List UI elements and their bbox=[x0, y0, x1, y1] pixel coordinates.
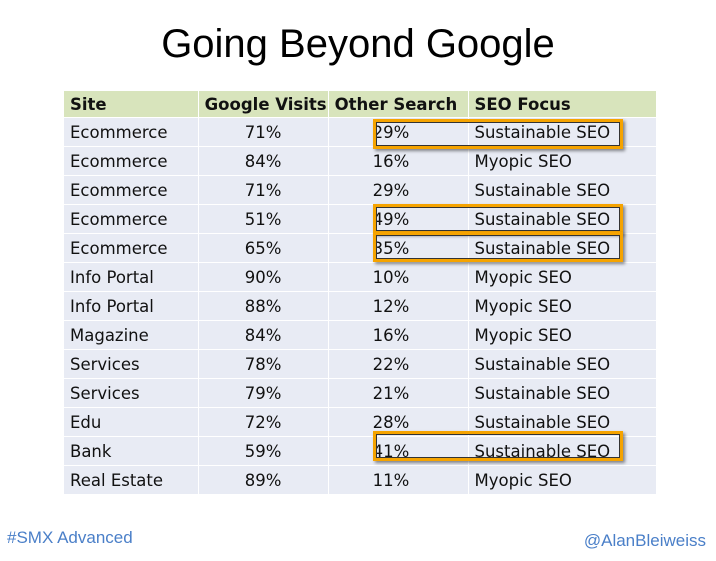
cell-seo-focus: Sustainable SEO bbox=[467, 349, 657, 379]
cell-site: Ecommerce bbox=[63, 175, 199, 205]
table-row: Ecommerce 84% 16% Myopic SEO bbox=[63, 146, 657, 176]
slide-title: Going Beyond Google bbox=[161, 22, 555, 66]
header-seo-focus: SEO Focus bbox=[467, 90, 657, 118]
table-row: Real Estate 89% 11% Myopic SEO bbox=[63, 465, 657, 495]
cell-site: Ecommerce bbox=[63, 204, 199, 234]
cell-site: Ecommerce bbox=[63, 117, 199, 147]
cell-other-search: 41% bbox=[327, 436, 469, 466]
cell-site: Info Portal bbox=[63, 291, 199, 321]
cell-google-visits: 79% bbox=[197, 378, 329, 408]
cell-seo-focus: Sustainable SEO bbox=[467, 117, 657, 147]
table-row: Services 79% 21% Sustainable SEO bbox=[63, 378, 657, 408]
cell-other-search: 11% bbox=[327, 465, 469, 495]
table-row: Ecommerce 71% 29% Sustainable SEO bbox=[63, 117, 657, 147]
cell-seo-focus: Myopic SEO bbox=[467, 262, 657, 292]
cell-seo-focus: Sustainable SEO bbox=[467, 175, 657, 205]
cell-other-search: 29% bbox=[327, 117, 469, 147]
table-header-row: Site Google Visits Other Search SEO Focu… bbox=[63, 90, 657, 118]
cell-google-visits: 88% bbox=[197, 291, 329, 321]
cell-google-visits: 89% bbox=[197, 465, 329, 495]
cell-google-visits: 71% bbox=[197, 117, 329, 147]
cell-google-visits: 71% bbox=[197, 175, 329, 205]
cell-seo-focus: Myopic SEO bbox=[467, 146, 657, 176]
cell-other-search: 28% bbox=[327, 407, 469, 437]
cell-seo-focus: Sustainable SEO bbox=[467, 233, 657, 263]
table-row: Edu 72% 28% Sustainable SEO bbox=[63, 407, 657, 437]
header-site: Site bbox=[63, 90, 199, 118]
cell-seo-focus: Sustainable SEO bbox=[467, 407, 657, 437]
cell-google-visits: 59% bbox=[197, 436, 329, 466]
twitter-handle: @AlanBleiweiss bbox=[583, 531, 706, 550]
cell-other-search: 10% bbox=[327, 262, 469, 292]
cell-site: Bank bbox=[63, 436, 199, 466]
cell-other-search: 16% bbox=[327, 146, 469, 176]
cell-google-visits: 51% bbox=[197, 204, 329, 234]
cell-site: Ecommerce bbox=[63, 233, 199, 263]
header-other-search: Other Search bbox=[327, 90, 469, 118]
data-table: Site Google Visits Other Search SEO Focu… bbox=[63, 90, 657, 495]
cell-site: Real Estate bbox=[63, 465, 199, 495]
cell-seo-focus: Myopic SEO bbox=[467, 465, 657, 495]
table-row: Ecommerce 65% 35% Sustainable SEO bbox=[63, 233, 657, 263]
cell-google-visits: 78% bbox=[197, 349, 329, 379]
cell-seo-focus: Sustainable SEO bbox=[467, 378, 657, 408]
table-row: Services 78% 22% Sustainable SEO bbox=[63, 349, 657, 379]
cell-other-search: 12% bbox=[327, 291, 469, 321]
cell-google-visits: 65% bbox=[197, 233, 329, 263]
cell-google-visits: 84% bbox=[197, 320, 329, 350]
cell-seo-focus: Myopic SEO bbox=[467, 320, 657, 350]
table-row: Ecommerce 51% 49% Sustainable SEO bbox=[63, 204, 657, 234]
cell-google-visits: 84% bbox=[197, 146, 329, 176]
cell-seo-focus: Sustainable SEO bbox=[467, 436, 657, 466]
cell-other-search: 49% bbox=[327, 204, 469, 234]
table-row: Info Portal 90% 10% Myopic SEO bbox=[63, 262, 657, 292]
cell-other-search: 16% bbox=[327, 320, 469, 350]
cell-site: Magazine bbox=[63, 320, 199, 350]
cell-site: Services bbox=[63, 378, 199, 408]
cell-site: Ecommerce bbox=[63, 146, 199, 176]
cell-other-search: 21% bbox=[327, 378, 469, 408]
cell-other-search: 22% bbox=[327, 349, 469, 379]
cell-other-search: 29% bbox=[327, 175, 469, 205]
table-row: Magazine 84% 16% Myopic SEO bbox=[63, 320, 657, 350]
cell-google-visits: 72% bbox=[197, 407, 329, 437]
cell-seo-focus: Myopic SEO bbox=[467, 291, 657, 321]
cell-site: Info Portal bbox=[63, 262, 199, 292]
table-row: Bank 59% 41% Sustainable SEO bbox=[63, 436, 657, 466]
cell-site: Edu bbox=[63, 407, 199, 437]
cell-seo-focus: Sustainable SEO bbox=[467, 204, 657, 234]
table-row: Info Portal 88% 12% Myopic SEO bbox=[63, 291, 657, 321]
cell-other-search: 35% bbox=[327, 233, 469, 263]
cell-google-visits: 90% bbox=[197, 262, 329, 292]
cell-site: Services bbox=[63, 349, 199, 379]
hashtag: #SMX Advanced bbox=[7, 528, 133, 547]
table-row: Ecommerce 71% 29% Sustainable SEO bbox=[63, 175, 657, 205]
header-google-visits: Google Visits bbox=[197, 90, 329, 118]
